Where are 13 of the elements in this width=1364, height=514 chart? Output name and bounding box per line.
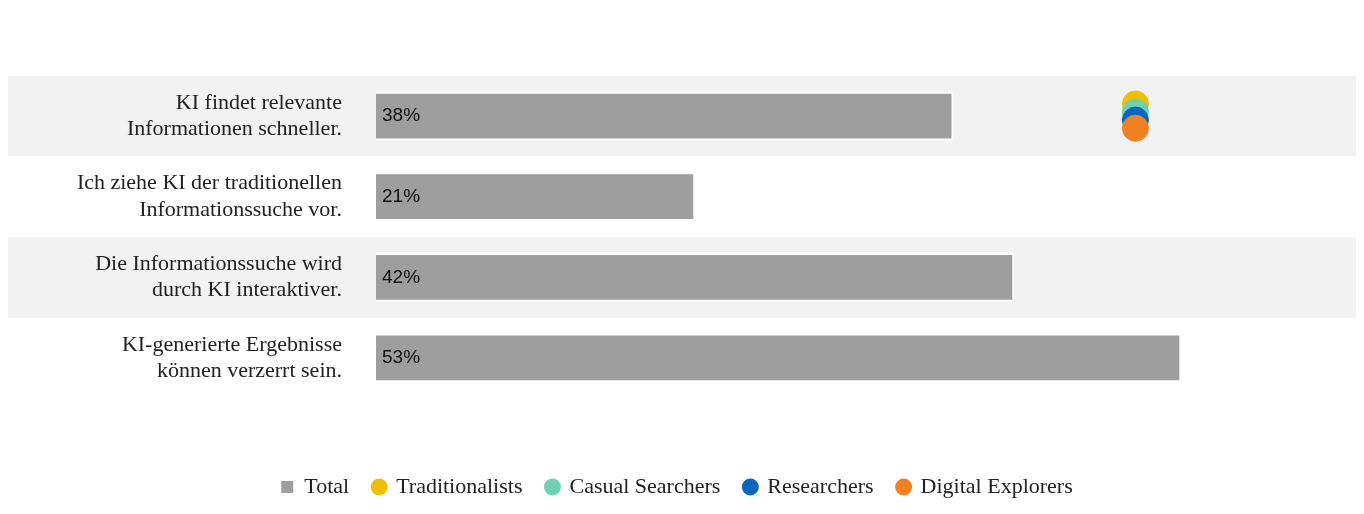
data-label: 38% — [382, 104, 421, 126]
y-tick-label: Ich ziehe KI der traditionellen Informationssuche vor. — [76, 169, 342, 221]
legend-label: Digital Explorers — [920, 472, 1073, 498]
y-tick-label: Die Informationssuche wird durch KI interaktiver. — [95, 249, 342, 302]
y-tick-label: KI-generierte Ergebnisse können verzerrt sein. — [121, 330, 342, 382]
legend-label: Total — [304, 472, 350, 498]
data-label: 53% — [382, 346, 421, 368]
legend-label: Traditionalists — [396, 472, 523, 498]
data-label: 21% — [382, 184, 421, 206]
legend-label: Casual Searchers — [569, 472, 721, 498]
data-label: 42% — [382, 265, 421, 287]
y-tick-label: KI findet relevante Informationen schneller. — [126, 88, 342, 141]
legend-label: Researchers — [767, 472, 874, 498]
